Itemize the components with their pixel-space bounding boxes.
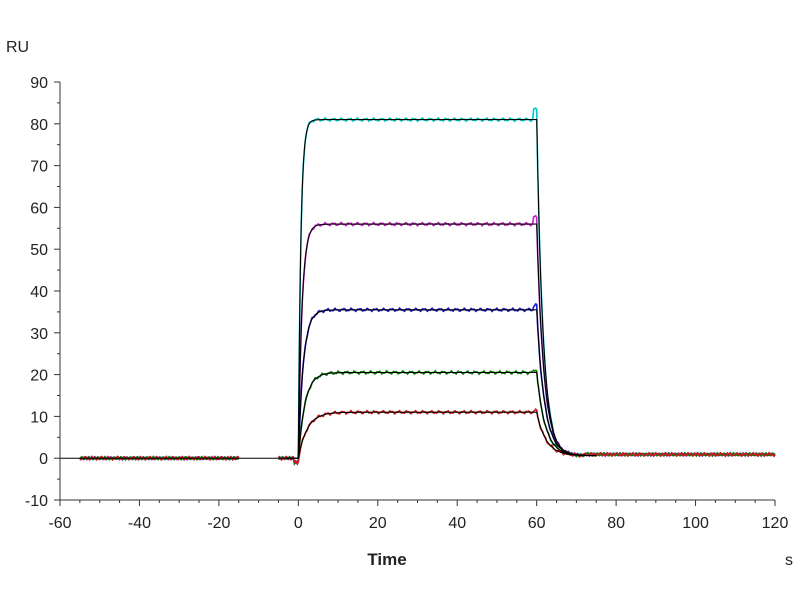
y-tick-label: 30 <box>30 326 48 343</box>
series-trace-2 <box>79 214 776 466</box>
fit-curve-3 <box>286 309 597 459</box>
y-tick-label: 90 <box>30 75 48 92</box>
x-tick-label: 80 <box>607 515 625 532</box>
fit-curve-4 <box>286 371 597 459</box>
x-ticks: -60 -40 -20 0 20 40 60 80 100 120 <box>48 500 788 532</box>
x-axis-title: Time <box>367 550 406 569</box>
series-layer <box>79 107 776 466</box>
fit-curve-2 <box>286 223 597 459</box>
series-trace-5 <box>79 408 776 466</box>
y-tick-label: 50 <box>30 242 48 259</box>
x-tick-label: 120 <box>762 515 789 532</box>
x-axis-unit: s <box>785 552 793 569</box>
y-tick-label: 10 <box>30 409 48 426</box>
y-tick-label: 70 <box>30 159 48 176</box>
y-axis-unit: RU <box>6 39 29 56</box>
fit-curve-5 <box>286 411 597 459</box>
series-trace-4 <box>79 369 776 466</box>
x-tick-label: 0 <box>294 515 303 532</box>
fit-layer <box>60 119 597 459</box>
x-tick-label: -40 <box>128 515 151 532</box>
x-tick-label: 20 <box>369 515 387 532</box>
y-tick-label: 40 <box>30 284 48 301</box>
x-tick-label: -60 <box>48 515 71 532</box>
y-tick-label: 60 <box>30 200 48 217</box>
axes-layer <box>59 82 775 501</box>
x-tick-label: 60 <box>528 515 546 532</box>
series-trace-3 <box>79 303 776 465</box>
y-tick-label: 0 <box>39 451 48 468</box>
series-trace-1 <box>79 107 776 466</box>
x-tick-label: -20 <box>207 515 230 532</box>
y-tick-label: -10 <box>25 493 48 510</box>
x-tick-label: 40 <box>448 515 466 532</box>
fit-curve-1 <box>286 119 597 459</box>
x-tick-label: 100 <box>682 515 709 532</box>
y-tick-label: 20 <box>30 368 48 385</box>
y-tick-label: 80 <box>30 117 48 134</box>
y-ticks: -10 0 10 20 30 40 50 60 70 80 90 <box>25 75 60 510</box>
